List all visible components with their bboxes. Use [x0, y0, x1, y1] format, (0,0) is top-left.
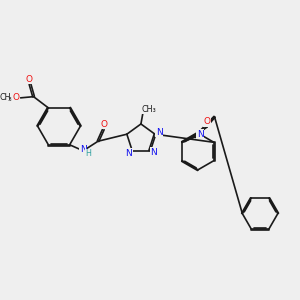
Text: O: O	[203, 117, 210, 126]
Text: CH: CH	[0, 93, 11, 102]
Text: O: O	[26, 75, 33, 84]
Text: O: O	[12, 93, 19, 102]
Text: 3: 3	[8, 97, 11, 102]
Text: CH₃: CH₃	[141, 105, 156, 114]
Text: N: N	[125, 148, 132, 158]
Text: N: N	[197, 130, 203, 139]
Text: N: N	[156, 128, 163, 137]
Text: N: N	[150, 148, 157, 157]
Text: O: O	[100, 120, 107, 129]
Text: N: N	[80, 145, 87, 154]
Text: H: H	[85, 149, 91, 158]
